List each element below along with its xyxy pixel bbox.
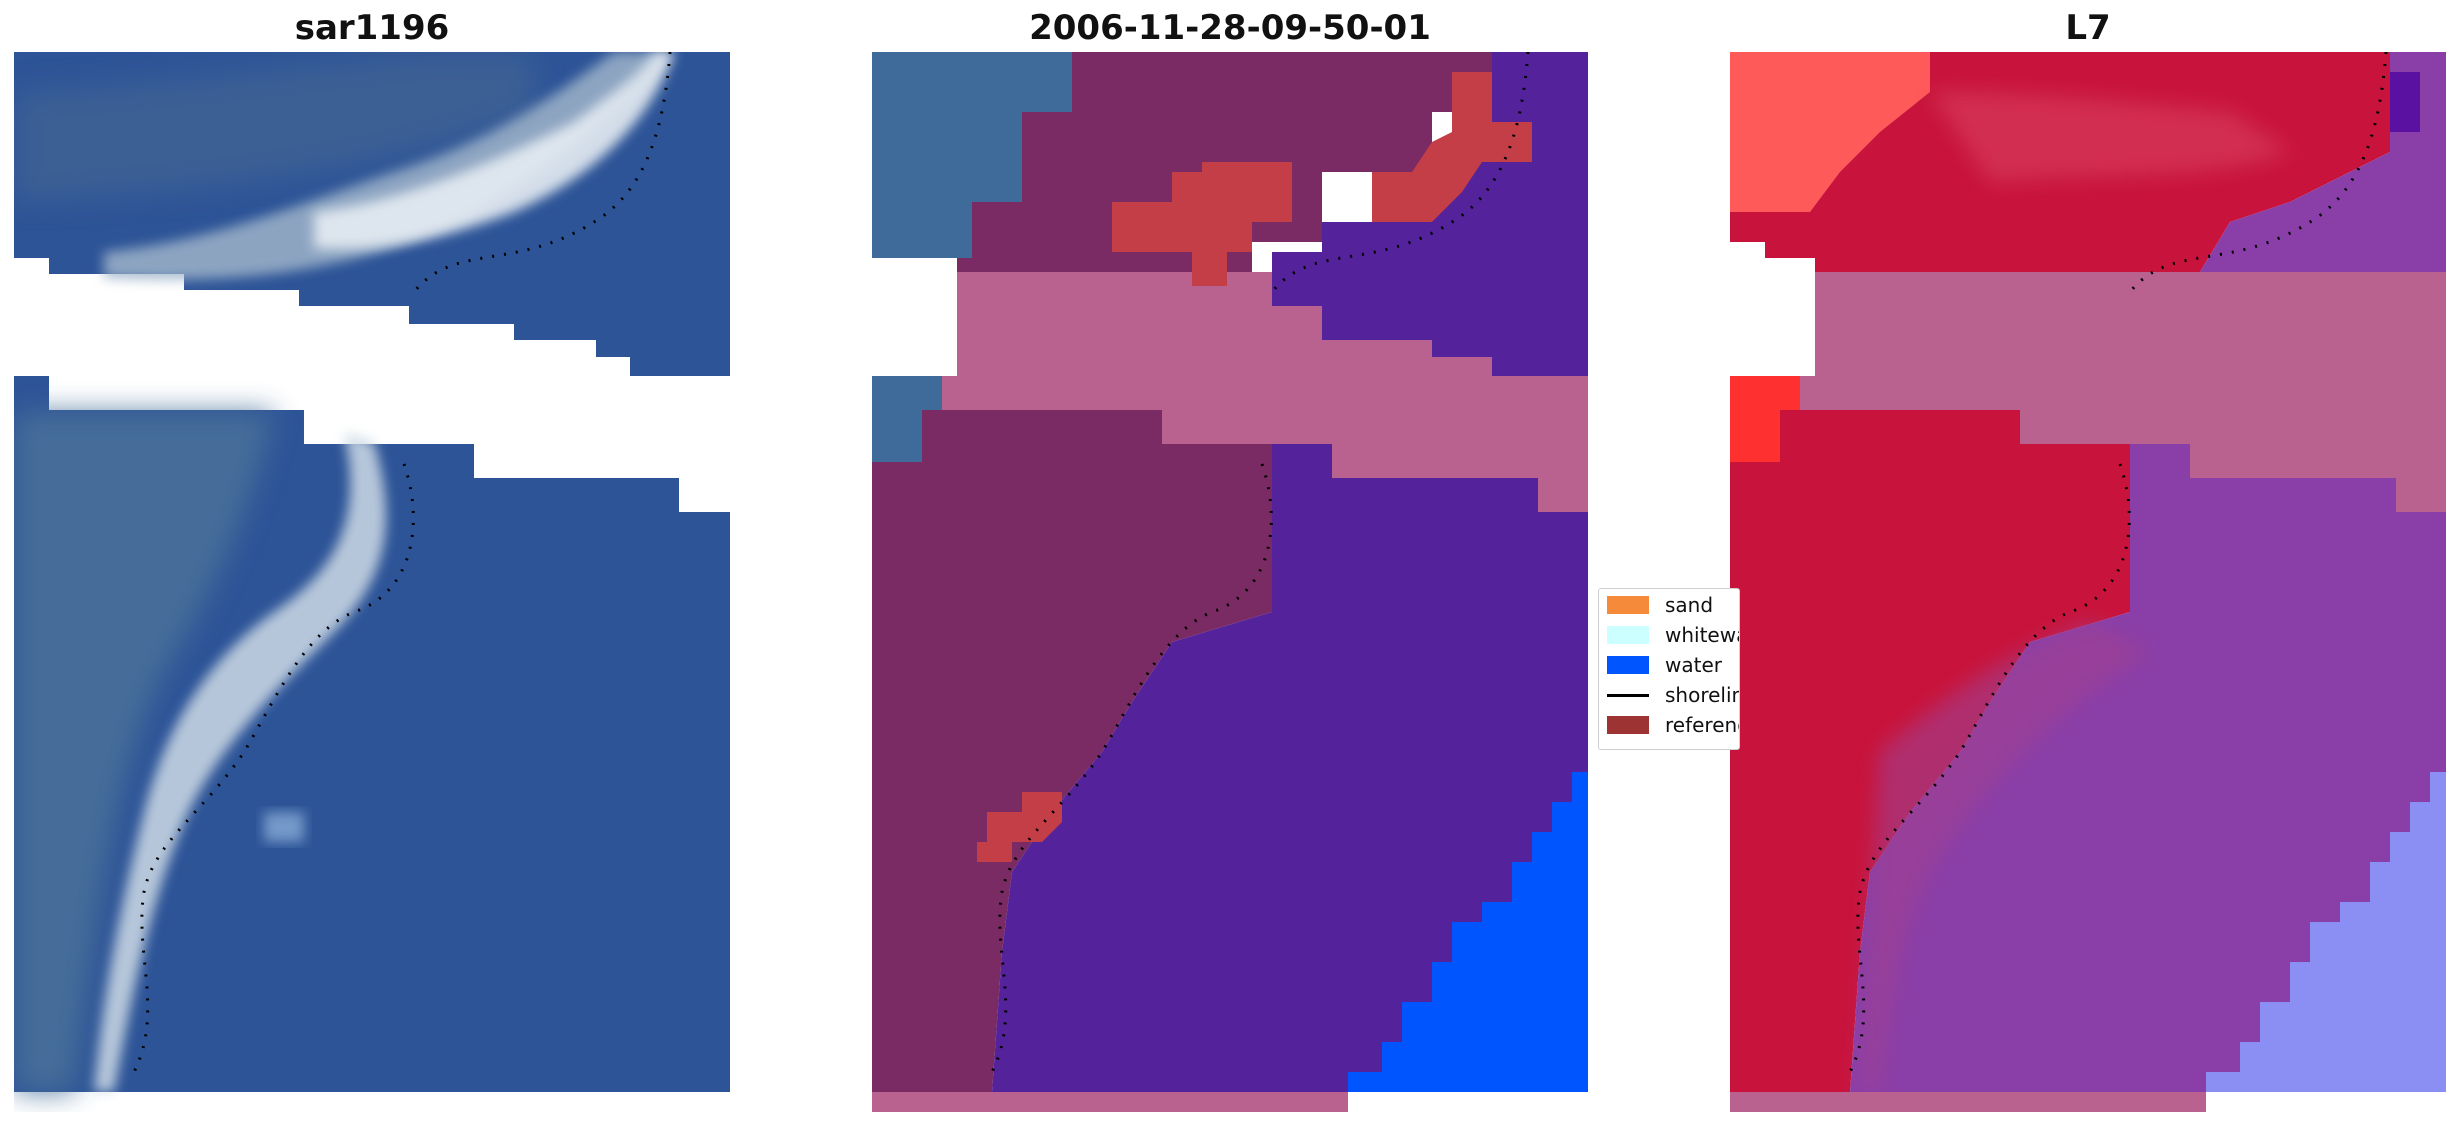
panel-title-1: sar1196 [294, 8, 450, 48]
legend-label-water: water [1665, 653, 1722, 677]
legend-label-whitewater: whitewater [1665, 623, 1739, 647]
panel-title-3: L7 [2065, 8, 2111, 48]
legend-item-reference: reference [1607, 713, 1739, 737]
legend: sand whitewater water shoreline referenc… [1598, 588, 1740, 750]
legend-item-whitewater: whitewater [1607, 623, 1739, 647]
classification-image [872, 52, 1588, 1112]
legend-item-sand: sand [1607, 593, 1713, 617]
rgb-image [14, 52, 730, 1092]
legend-swatch-water [1607, 656, 1649, 674]
l7-image [1730, 52, 2446, 1112]
legend-swatch-shoreline [1607, 686, 1649, 704]
legend-swatch-whitewater [1607, 626, 1649, 644]
legend-label-shoreline: shoreline [1665, 683, 1739, 707]
panel-title-2: 2006-11-28-09-50-01 [1029, 8, 1431, 48]
legend-item-water: water [1607, 653, 1722, 677]
legend-item-shoreline: shoreline [1607, 683, 1739, 707]
classification-panel [872, 52, 1588, 1112]
legend-swatch-reference [1607, 716, 1649, 734]
legend-label-reference: reference [1665, 713, 1739, 737]
l7-image-panel [1730, 52, 2446, 1112]
legend-swatch-sand [1607, 596, 1649, 614]
legend-label-sand: sand [1665, 593, 1714, 617]
rgb-image-panel [14, 52, 730, 1112]
